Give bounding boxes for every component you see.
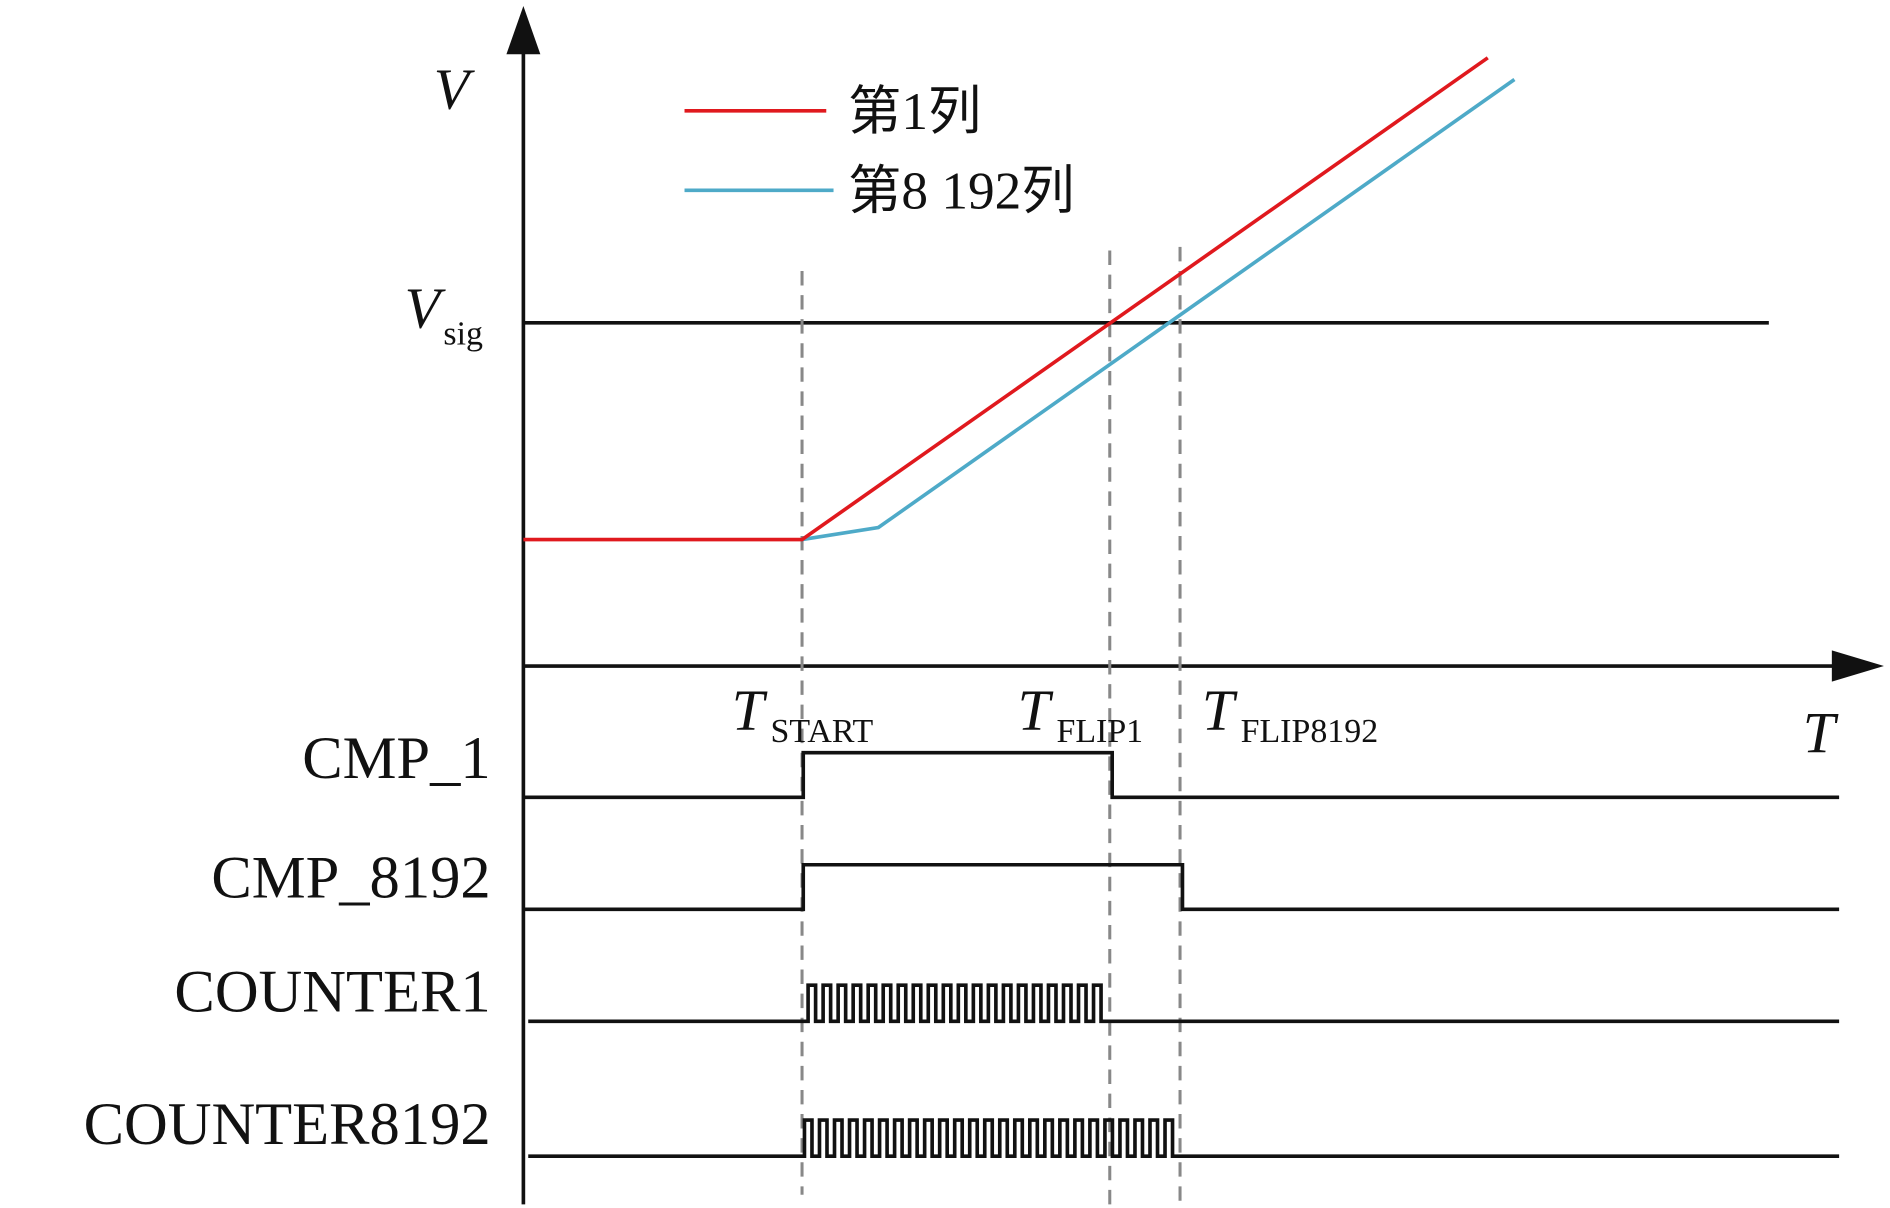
time-main: T	[1202, 678, 1238, 743]
wave-cmp1	[523, 750, 1840, 800]
vsig-main: V	[405, 276, 446, 341]
legend-label: 第1列	[848, 83, 981, 141]
time-sub: FLIP1	[1056, 713, 1143, 750]
vsig-sub: sig	[443, 316, 483, 353]
legend-label: 第8 192列	[848, 162, 1075, 220]
signal-label: COUNTER1	[174, 959, 490, 1026]
signal-label: CMP_1	[302, 725, 490, 792]
signal-label: COUNTER8192	[84, 1091, 491, 1158]
wave-counter1	[528, 983, 1840, 1024]
ramp-1	[523, 56, 1489, 542]
time-sub: START	[771, 713, 874, 750]
y-arrow	[506, 6, 541, 55]
y-label: V	[434, 57, 475, 122]
wave-cmp8192	[523, 862, 1840, 912]
time-sub: FLIP8192	[1241, 713, 1379, 750]
x-arrow	[1831, 650, 1884, 682]
time-main: T	[1018, 678, 1054, 743]
time-main: T	[732, 678, 768, 743]
ramp-8192	[801, 78, 1516, 542]
wave-counter8192	[528, 1118, 1840, 1159]
signal-label: CMP_8192	[211, 844, 490, 911]
x-label: T	[1803, 701, 1839, 766]
